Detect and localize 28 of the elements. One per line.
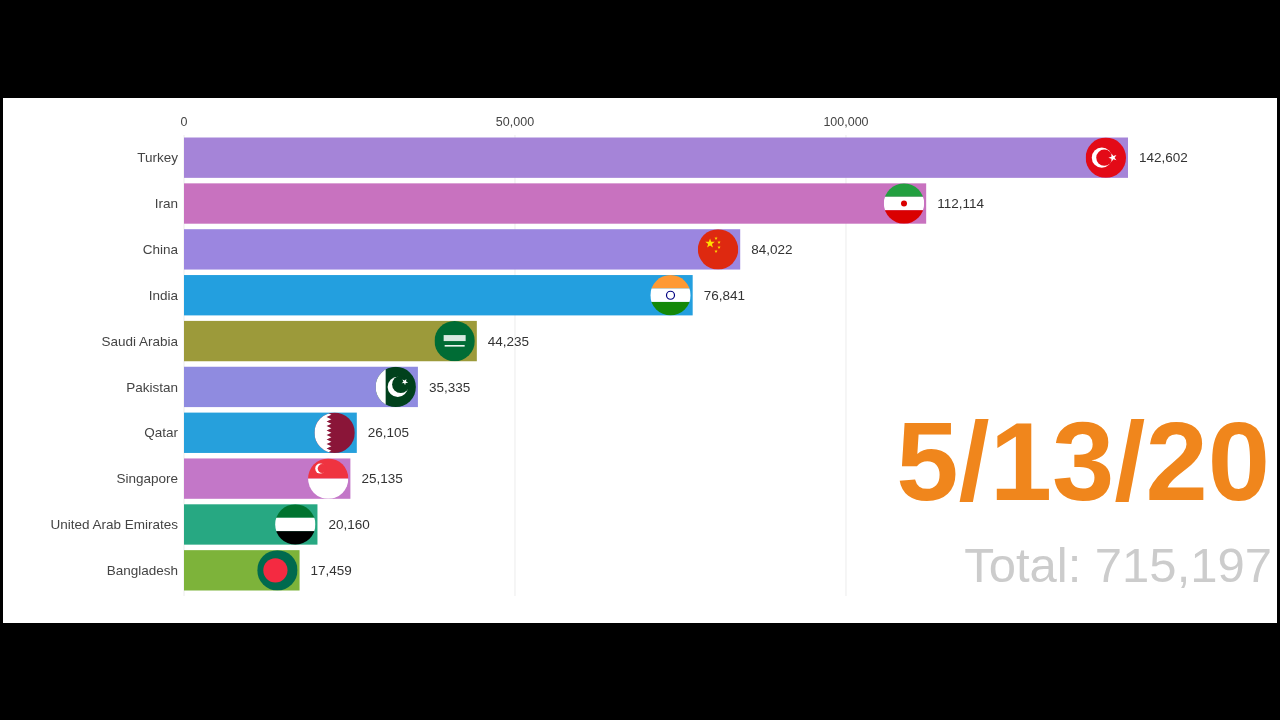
x-tick-label: 100,000 <box>823 115 869 129</box>
bar <box>184 275 693 316</box>
data-label: 20,160 <box>328 517 370 533</box>
data-label: 35,335 <box>428 379 471 395</box>
y-tick-label: Qatar <box>144 425 179 441</box>
x-tick-label: 0 <box>180 115 188 129</box>
data-label: 112,114 <box>937 196 985 212</box>
data-label: 25,135 <box>361 471 403 487</box>
y-tick-label: Iran <box>154 196 178 212</box>
y-tick-label: United Arab Emirates <box>50 517 179 533</box>
y-tick-label: India <box>148 287 179 303</box>
annotation: 5/13/20 <box>896 399 1270 524</box>
data-label: 44,235 <box>487 333 530 349</box>
data-label: 142,602 <box>1139 150 1188 166</box>
y-tick-label: Bangladesh <box>106 563 178 579</box>
data-label: 17,459 <box>310 563 352 579</box>
x-tick-label: 50,000 <box>495 115 535 129</box>
y-tick-label: Turkey <box>137 150 179 166</box>
bar <box>184 229 741 270</box>
data-label: 84,022 <box>751 242 793 258</box>
bar <box>184 137 1128 178</box>
data-label: 26,105 <box>367 425 410 441</box>
data-label: 76,841 <box>703 287 745 303</box>
y-tick-label: Pakistan <box>126 379 178 395</box>
y-tick-label: Singapore <box>116 471 178 487</box>
y-tick-label: Saudi Arabia <box>101 333 179 349</box>
y-tick-label: China <box>142 242 179 258</box>
bar <box>184 183 927 224</box>
